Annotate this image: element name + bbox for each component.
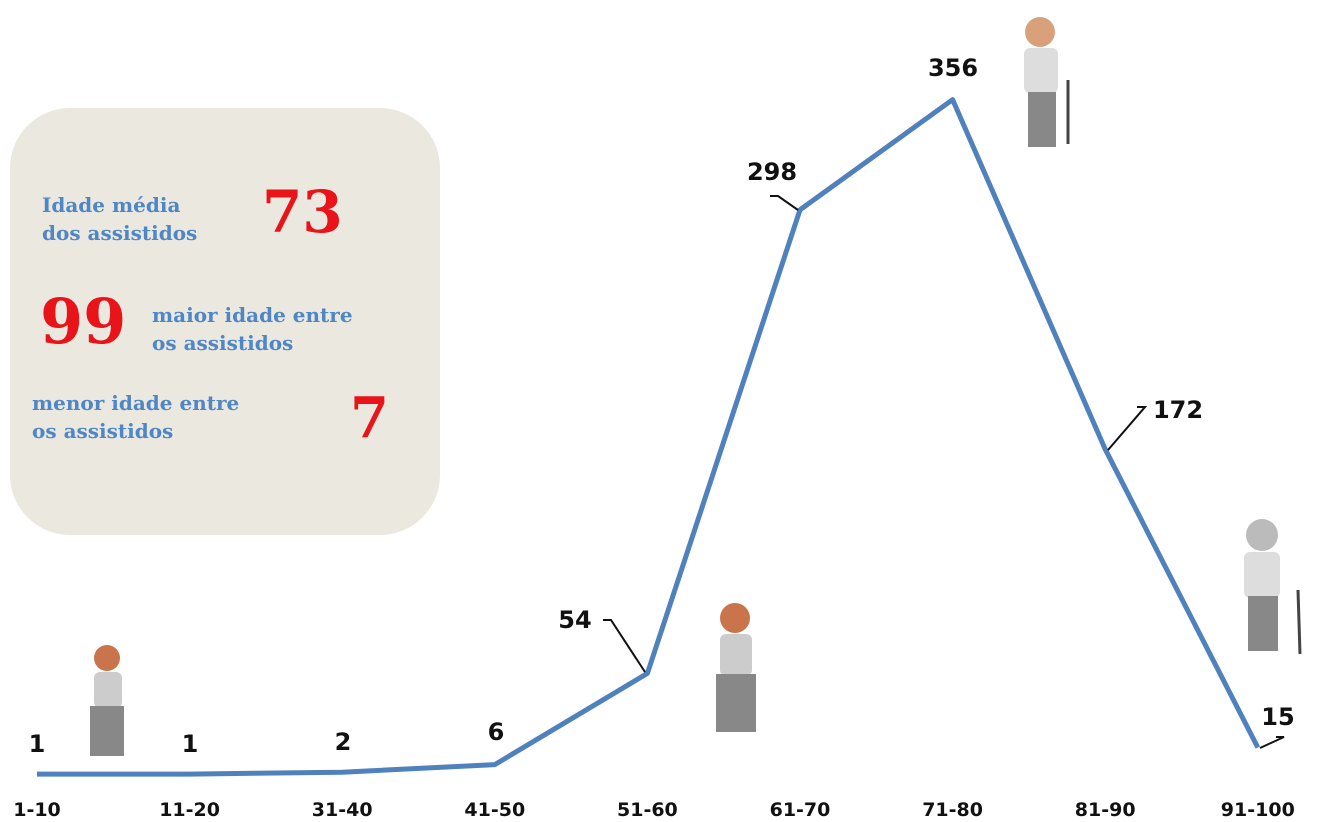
value-label: 172 <box>1153 396 1203 424</box>
leader-line <box>770 195 799 211</box>
figure-old <box>1244 519 1302 655</box>
value-label: 298 <box>747 158 797 186</box>
x-tick-label: 91-100 <box>1221 799 1295 821</box>
x-tick-label: 41-50 <box>464 799 525 821</box>
info-box <box>10 108 440 535</box>
leader-line <box>1259 736 1285 749</box>
info-text: os assistidos <box>32 419 173 443</box>
x-tick-label: 61-70 <box>770 799 831 821</box>
x-tick-label: 11-20 <box>159 799 220 821</box>
info-number: 99 <box>40 285 126 358</box>
figures <box>90 17 1302 756</box>
x-tick-label: 51-60 <box>617 799 678 821</box>
info-text: maior idade entre <box>152 303 353 327</box>
value-label: 6 <box>488 718 505 746</box>
value-label: 54 <box>558 606 591 634</box>
x-tick-label: 71-80 <box>922 799 983 821</box>
figure-child <box>90 645 124 756</box>
info-text: dos assistidos <box>42 221 197 245</box>
value-label: 1 <box>182 730 199 758</box>
x-tick-label: 1-10 <box>13 799 61 821</box>
line <box>37 97 1261 777</box>
value-label: 15 <box>1261 703 1294 731</box>
figure-adult <box>716 603 756 732</box>
value-label: 1 <box>29 730 46 758</box>
info-text: Idade média <box>42 193 180 217</box>
info-text: menor idade entre <box>32 391 239 415</box>
info-number: 7 <box>350 385 389 451</box>
figure-elder <box>1024 17 1070 147</box>
value-label: 356 <box>928 54 978 82</box>
value-label: 2 <box>335 728 352 756</box>
info-text: os assistidos <box>152 331 293 355</box>
leader-line <box>603 619 646 673</box>
x-tick-label: 31-40 <box>312 799 373 821</box>
leader-line <box>1107 406 1148 451</box>
info-number: 73 <box>262 178 343 246</box>
x-tick-label: 81-90 <box>1075 799 1136 821</box>
